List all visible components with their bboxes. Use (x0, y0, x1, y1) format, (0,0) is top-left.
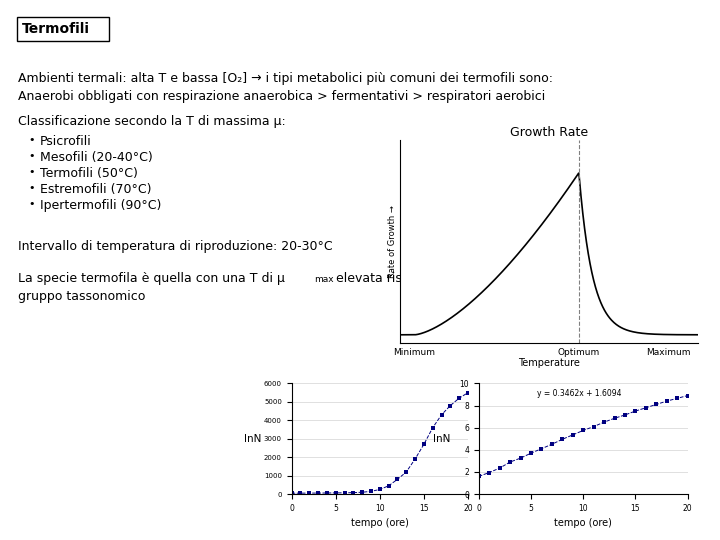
Text: Anaerobi obbligati con respirazione anaerobica > fermentativi > respiratori aero: Anaerobi obbligati con respirazione anae… (18, 90, 545, 103)
Text: Ipertermofili (90°C): Ipertermofili (90°C) (40, 199, 161, 212)
Text: lnN: lnN (433, 434, 450, 444)
Title: Growth Rate: Growth Rate (510, 126, 588, 139)
Text: Termofili (50°C): Termofili (50°C) (40, 167, 138, 180)
FancyBboxPatch shape (17, 17, 109, 41)
Text: Psicrofili: Psicrofili (40, 135, 91, 148)
X-axis label: tempo (ore): tempo (ore) (351, 518, 409, 528)
Text: •: • (28, 135, 35, 145)
Text: La specie termofila è quella con una T di μ: La specie termofila è quella con una T d… (18, 272, 285, 285)
Text: Termofili: Termofili (22, 22, 89, 36)
X-axis label: tempo (ore): tempo (ore) (554, 518, 612, 528)
Text: gruppo tassonomico: gruppo tassonomico (18, 290, 145, 303)
Text: •: • (28, 151, 35, 161)
Text: Estremofili (70°C): Estremofili (70°C) (40, 183, 151, 196)
Text: Classificazione secondo la T di massima μ:: Classificazione secondo la T di massima … (18, 115, 286, 128)
Text: •: • (28, 167, 35, 177)
Text: Intervallo di temperatura di riproduzione: 20-30°C: Intervallo di temperatura di riproduzion… (18, 240, 333, 253)
Text: •: • (28, 199, 35, 209)
Text: y = 0.3462x + 1.6094: y = 0.3462x + 1.6094 (537, 389, 622, 398)
Y-axis label: Rate of Growth →: Rate of Growth → (388, 205, 397, 278)
Text: Mesofili (20-40°C): Mesofili (20-40°C) (40, 151, 153, 164)
Text: elevata rispetto alle altre specie del: elevata rispetto alle altre specie del (332, 272, 562, 285)
Text: •: • (28, 183, 35, 193)
X-axis label: Temperature: Temperature (518, 358, 580, 368)
Text: max: max (314, 275, 333, 284)
Text: lnN: lnN (244, 434, 261, 444)
Text: Ambienti termali: alta T e bassa [O₂] → i tipi metabolici più comuni dei termofi: Ambienti termali: alta T e bassa [O₂] → … (18, 72, 553, 85)
